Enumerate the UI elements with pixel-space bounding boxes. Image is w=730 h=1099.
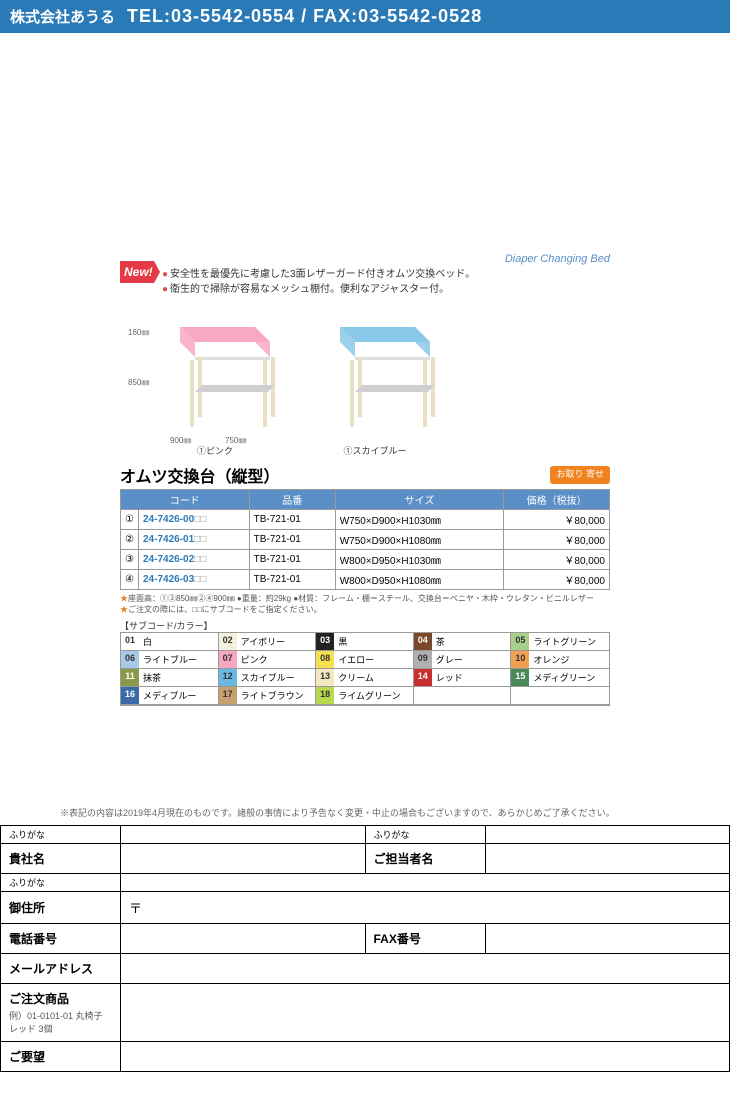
th-part: 品番 bbox=[249, 490, 335, 510]
label-tel: 電話番号 bbox=[1, 924, 121, 954]
color-swatch: 15メディグリーン bbox=[511, 669, 609, 687]
spec-table: コード 品番 サイズ 価格（税抜） ①24-7426-00□□TB-721-01… bbox=[120, 489, 610, 590]
bullets: ●安全性を最優先に考慮した3面レザーガード付きオムツ交換ベッド。 ●衛生的で掃除… bbox=[162, 267, 610, 297]
svg-text:New!: New! bbox=[124, 265, 153, 279]
input-furigana-company[interactable] bbox=[121, 826, 366, 844]
spec-row: ②24-7426-01□□TB-721-01W750×D900×H1080㎜￥8… bbox=[121, 530, 610, 550]
label-company: 貴社名 bbox=[1, 844, 121, 874]
label-person: ご担当者名 bbox=[365, 844, 485, 874]
color-swatch: 03黒 bbox=[316, 633, 414, 651]
product-image-pink: 160㎜ 850㎜ 900㎜ 750㎜ ①ピンク bbox=[150, 307, 280, 457]
spec-notes: ★座面高：①③850㎜②④900㎜ ●重量：約29kg ●材質：フレーム・棚＝ス… bbox=[120, 593, 610, 615]
color-swatch: 07ピンク bbox=[219, 651, 317, 669]
bullet-2: 衛生的で掃除が容易なメッシュ棚付。便利なアジャスター付。 bbox=[170, 284, 449, 295]
input-fax[interactable] bbox=[485, 924, 730, 954]
disclaimer: ※表記の内容は2019年4月現在のものです。諸般の事情により予告なく変更・中止の… bbox=[60, 806, 720, 819]
label-request: ご要望 bbox=[1, 1042, 121, 1072]
color-swatch: 01白 bbox=[121, 633, 219, 651]
bullet-1: 安全性を最優先に考慮した3面レザーガード付きオムツ交換ベッド。 bbox=[170, 269, 475, 280]
caption-blue: ①スカイブルー bbox=[310, 444, 440, 457]
label-furigana-1: ふりがな bbox=[1, 826, 121, 844]
input-furigana-person[interactable] bbox=[485, 826, 730, 844]
color-swatch: 09グレー bbox=[414, 651, 512, 669]
th-code: コード bbox=[121, 490, 250, 510]
color-swatch: 18ライムグリーン bbox=[316, 687, 414, 705]
color-swatch: 14レッド bbox=[414, 669, 512, 687]
input-person[interactable] bbox=[485, 844, 730, 874]
label-email: メールアドレス bbox=[1, 954, 121, 984]
product-subtitle: Diaper Changing Bed bbox=[120, 253, 610, 265]
spec-row: ③24-7426-02□□TB-721-01W800×D950×H1030㎜￥8… bbox=[121, 550, 610, 570]
input-email[interactable] bbox=[121, 954, 730, 984]
subcode-label: 【サブコード/カラー】 bbox=[120, 619, 610, 632]
color-swatch: 08イエロー bbox=[316, 651, 414, 669]
color-grid: 01白02アイボリー03黒04茶05ライトグリーン 06ライトブルー07ピンク08… bbox=[120, 632, 610, 706]
color-swatch: 05ライトグリーン bbox=[511, 633, 609, 651]
th-price: 価格（税抜） bbox=[504, 490, 610, 510]
order-badge: お取り 寄せ bbox=[550, 466, 610, 484]
contact-info: TEL:03-5542-0554 / FAX:03-5542-0528 bbox=[127, 6, 482, 27]
color-swatch: 11抹茶 bbox=[121, 669, 219, 687]
order-form: ふりがな ふりがな 貴社名 ご担当者名 ふりがな 御住所 〒 電話番号 FAX番… bbox=[0, 825, 730, 1072]
color-swatch: 12スカイブルー bbox=[219, 669, 317, 687]
color-swatch: 13クリーム bbox=[316, 669, 414, 687]
spec-row: ④24-7426-03□□TB-721-01W800×D950×H1080㎜￥8… bbox=[121, 570, 610, 590]
input-address[interactable]: 〒 bbox=[121, 892, 730, 924]
input-company[interactable] bbox=[121, 844, 366, 874]
product-area: Diaper Changing Bed New! ●安全性を最優先に考慮した3面… bbox=[0, 33, 730, 726]
input-order[interactable] bbox=[121, 984, 730, 1042]
color-swatch: 16メディブルー bbox=[121, 687, 219, 705]
th-size: サイズ bbox=[335, 490, 504, 510]
label-order: ご注文商品 例）01-0101-01 丸椅子 レッド 3個 bbox=[1, 984, 121, 1042]
input-request[interactable] bbox=[121, 1042, 730, 1072]
input-tel[interactable] bbox=[121, 924, 366, 954]
company-name: 株式会社あうる bbox=[10, 6, 115, 27]
header-bar: 株式会社あうる TEL:03-5542-0554 / FAX:03-5542-0… bbox=[0, 0, 730, 33]
label-furigana-2: ふりがな bbox=[365, 826, 485, 844]
color-swatch: 17ライトブラウン bbox=[219, 687, 317, 705]
product-title: オムツ交換台（縦型） bbox=[120, 463, 280, 487]
new-badge: New! bbox=[120, 261, 160, 283]
label-fax: FAX番号 bbox=[365, 924, 485, 954]
label-address: 御住所 bbox=[1, 892, 121, 924]
product-image-blue: ①スカイブルー bbox=[310, 307, 440, 457]
label-furigana-3: ふりがな bbox=[1, 874, 121, 892]
input-furigana-address[interactable] bbox=[121, 874, 730, 892]
product-images: 160㎜ 850㎜ 900㎜ 750㎜ ①ピンク ①スカイ bbox=[150, 307, 610, 457]
color-swatch: 04茶 bbox=[414, 633, 512, 651]
spec-row: ①24-7426-00□□TB-721-01W750×D900×H1030㎜￥8… bbox=[121, 510, 610, 530]
color-swatch: 10オレンジ bbox=[511, 651, 609, 669]
color-swatch: 06ライトブルー bbox=[121, 651, 219, 669]
color-swatch: 02アイボリー bbox=[219, 633, 317, 651]
